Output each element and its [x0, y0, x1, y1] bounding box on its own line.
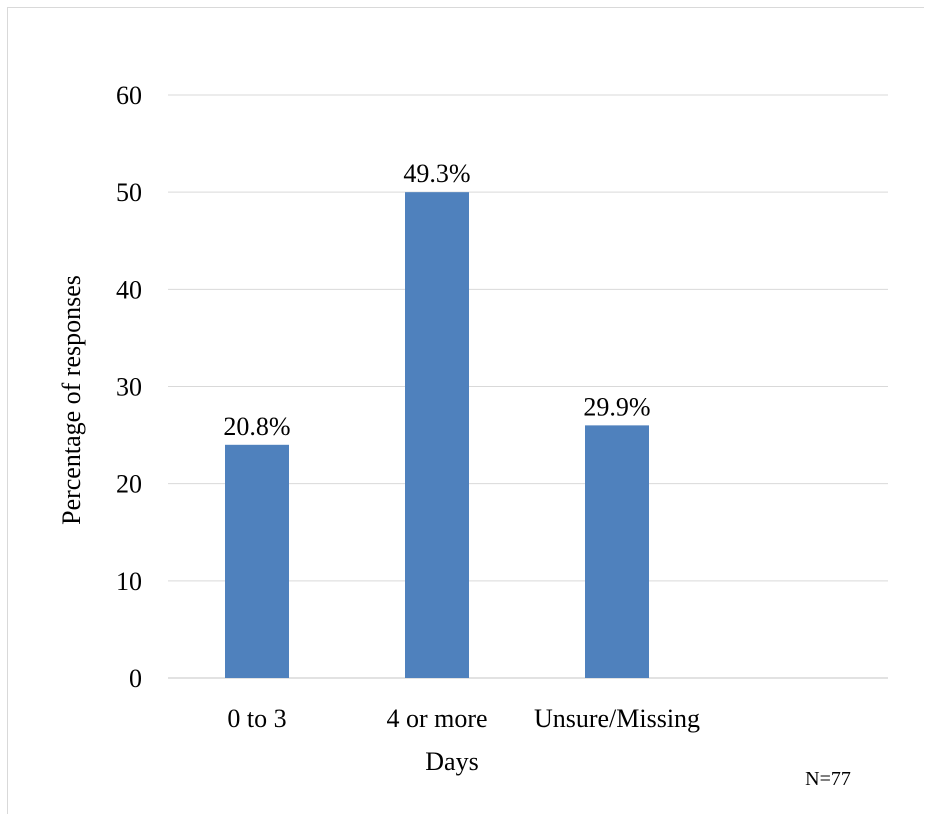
data-labels: 20.8% 49.3% 29.9% [223, 159, 650, 441]
bars [225, 192, 649, 678]
data-label: 29.9% [583, 392, 650, 421]
y-tick-label: 0 [129, 664, 142, 693]
y-tick-label: 50 [116, 178, 142, 207]
y-tick-label: 10 [116, 567, 142, 596]
y-tick-label: 60 [116, 81, 142, 110]
chart-frame [7, 7, 924, 814]
bar [225, 444, 289, 678]
y-tick-label: 20 [116, 470, 142, 499]
data-label: 49.3% [403, 159, 470, 188]
x-tick-label: 0 to 3 [227, 704, 286, 733]
y-tick-label: 40 [116, 275, 142, 304]
y-axis-label: Percentage of responses [57, 275, 86, 525]
data-label: 20.8% [223, 412, 290, 441]
x-tick-label: Unsure/Missing [534, 704, 700, 733]
bar [585, 425, 649, 678]
y-axis-ticks: 0 10 20 30 40 50 60 [116, 81, 142, 693]
x-axis-ticks: 0 to 3 4 or more Unsure/Missing [227, 704, 700, 733]
y-tick-label: 30 [116, 373, 142, 402]
x-axis-label: Days [425, 747, 478, 776]
sample-size-note: N=77 [805, 768, 851, 790]
x-tick-label: 4 or more [386, 704, 487, 733]
bar [405, 192, 469, 678]
